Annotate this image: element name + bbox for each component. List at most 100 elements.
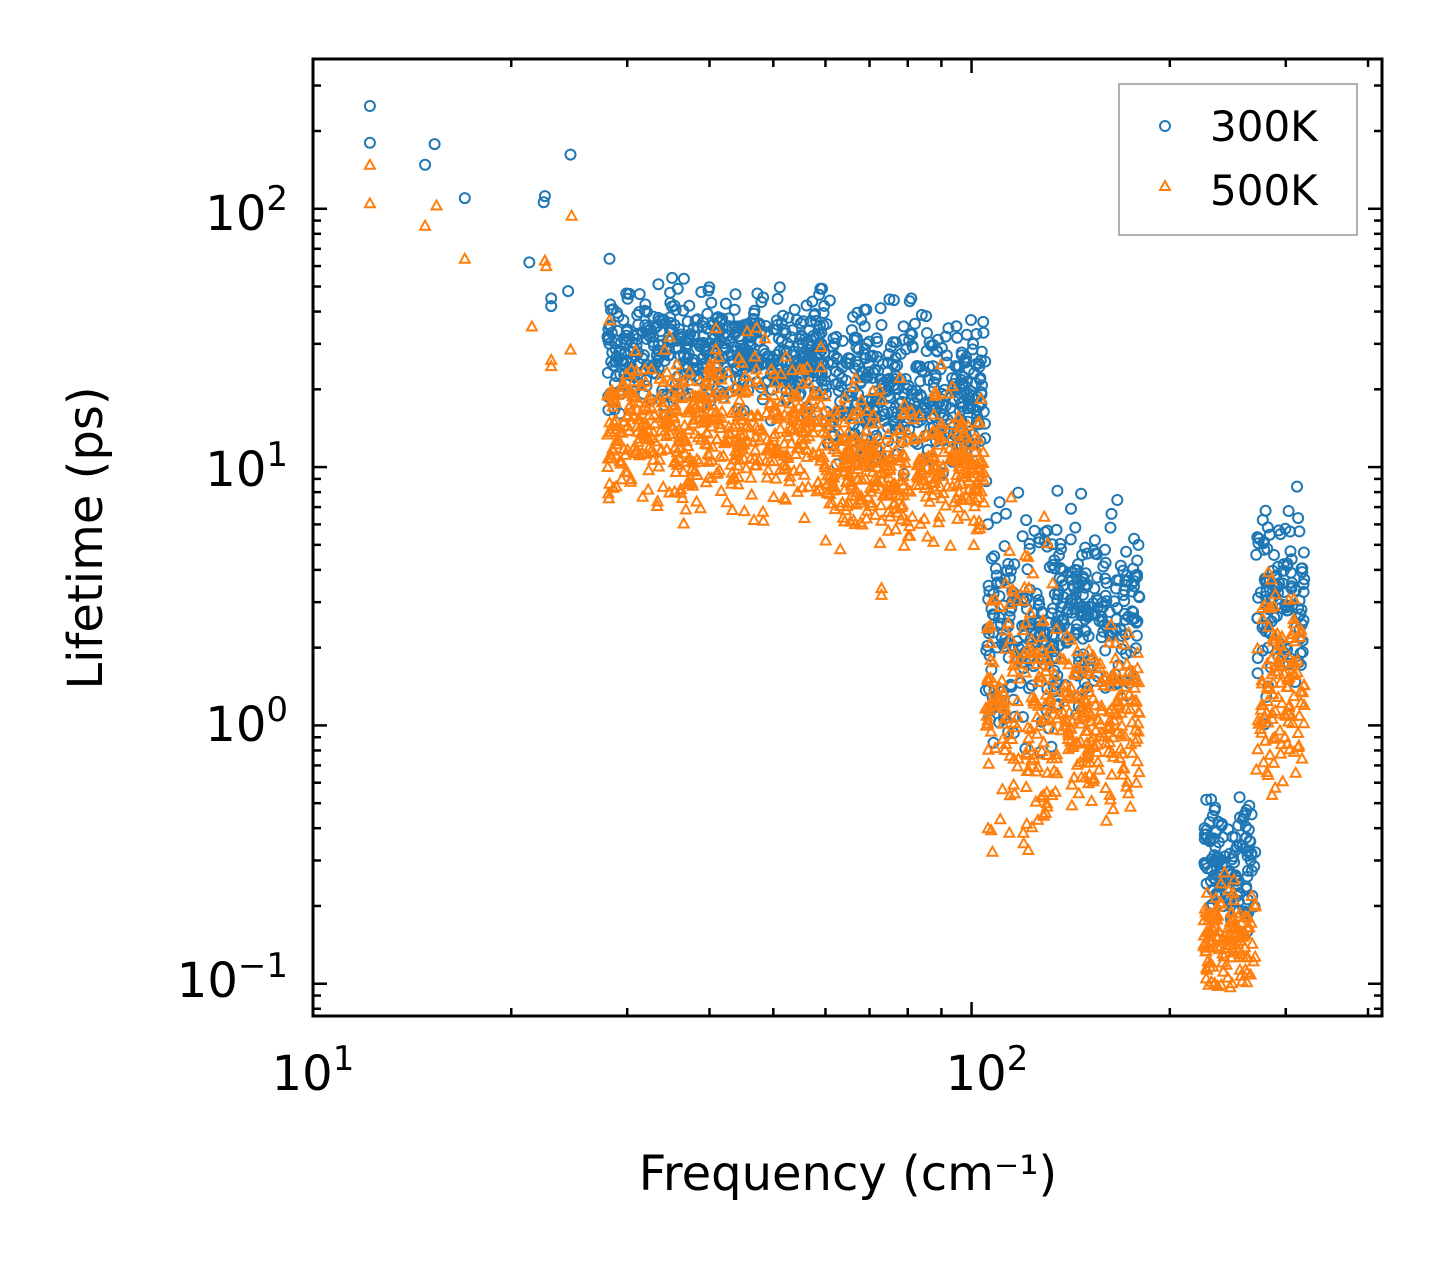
data-point-300k <box>823 294 836 307</box>
data-point-300k <box>840 387 853 400</box>
data-point-500k <box>1265 787 1279 800</box>
data-point-300k <box>619 336 632 349</box>
data-point-500k <box>616 375 630 388</box>
data-point-500k <box>1102 714 1117 727</box>
data-point-500k <box>800 412 815 425</box>
data-point-300k <box>609 355 622 368</box>
data-point-500k <box>1043 690 1058 703</box>
data-point-500k <box>609 413 623 426</box>
data-point-500k <box>686 397 700 410</box>
data-point-500k <box>1114 705 1129 718</box>
data-point-300k <box>827 356 840 369</box>
data-point-500k <box>743 451 758 464</box>
data-point-300k <box>1242 864 1254 877</box>
data-point-500k <box>1084 793 1099 806</box>
data-point-500k <box>1079 755 1093 768</box>
data-point-300k <box>1016 711 1029 723</box>
data-point-300k <box>999 507 1012 520</box>
data-point-500k <box>1236 929 1250 942</box>
data-point-300k <box>978 417 991 430</box>
data-point-500k <box>1081 679 1095 692</box>
data-point-500k <box>914 430 929 443</box>
data-point-500k <box>618 447 632 460</box>
data-point-500k <box>976 445 991 458</box>
data-point-500k <box>1250 641 1265 654</box>
data-point-500k <box>641 482 655 495</box>
data-point-500k <box>1030 709 1044 722</box>
data-point-500k <box>1021 842 1035 855</box>
data-point-500k <box>748 443 762 456</box>
data-point-300k <box>918 365 931 378</box>
data-point-500k <box>1130 645 1145 658</box>
data-point-300k <box>1033 616 1045 629</box>
data-point-500k <box>544 359 558 372</box>
data-point-500k <box>737 504 752 517</box>
data-point-500k <box>1255 676 1269 689</box>
data-point-300k <box>903 295 916 308</box>
data-point-500k <box>917 511 931 524</box>
data-point-500k <box>692 405 707 418</box>
data-point-500k <box>636 403 650 416</box>
data-point-500k <box>956 456 970 469</box>
data-point-300k <box>847 310 860 323</box>
data-point-300k <box>820 379 833 392</box>
data-point-500k <box>974 391 988 404</box>
data-point-500k <box>951 500 965 513</box>
data-point-500k <box>1034 790 1048 803</box>
data-point-300k <box>1296 646 1309 658</box>
data-point-500k <box>912 452 926 465</box>
data-point-500k <box>927 407 941 420</box>
data-point-300k <box>1206 810 1219 822</box>
data-point-500k <box>1122 687 1137 700</box>
data-point-300k <box>642 324 655 337</box>
data-point-500k <box>1101 744 1116 757</box>
data-point-300k <box>960 375 973 388</box>
data-point-500k <box>761 463 775 476</box>
data-point-500k <box>669 464 683 477</box>
data-point-500k <box>689 389 703 402</box>
data-point-300k <box>887 294 900 307</box>
data-point-500k <box>995 673 1009 686</box>
data-point-300k <box>772 332 785 345</box>
data-point-300k <box>915 391 928 403</box>
data-point-500k <box>970 481 984 494</box>
data-point-500k <box>787 423 801 436</box>
data-point-500k <box>943 538 958 551</box>
data-point-500k <box>718 435 732 448</box>
data-point-500k <box>1086 774 1101 787</box>
data-point-500k <box>1252 716 1266 729</box>
data-point-300k <box>612 310 625 323</box>
data-point-500k <box>720 495 734 508</box>
data-point-500k <box>921 449 936 462</box>
data-point-500k <box>945 379 960 392</box>
data-point-500k <box>1070 644 1085 657</box>
data-point-500k <box>985 593 999 606</box>
data-point-500k <box>624 362 639 375</box>
data-point-500k <box>663 329 677 342</box>
data-point-500k <box>833 424 847 437</box>
data-point-500k <box>959 489 973 502</box>
data-point-500k <box>828 480 842 493</box>
data-point-500k <box>702 454 716 467</box>
data-point-300k <box>523 256 536 269</box>
data-point-500k <box>958 508 972 521</box>
data-point-500k <box>647 445 661 458</box>
data-point-500k <box>983 636 998 649</box>
data-point-500k <box>800 449 814 462</box>
data-point-500k <box>1260 765 1274 778</box>
data-point-500k <box>1046 682 1060 695</box>
data-point-300k <box>613 344 626 357</box>
data-point-300k <box>1079 581 1092 594</box>
data-point-500k <box>1056 705 1071 718</box>
data-point-500k <box>642 440 656 453</box>
data-point-500k <box>934 416 949 429</box>
data-point-300k <box>1076 549 1089 561</box>
data-point-500k <box>915 462 929 475</box>
data-point-500k <box>640 417 654 430</box>
data-point-300k <box>428 138 441 151</box>
data-point-500k <box>784 436 798 449</box>
data-point-500k <box>1088 698 1103 711</box>
data-point-500k <box>1240 920 1255 933</box>
data-point-500k <box>1260 694 1275 707</box>
data-point-500k <box>564 208 579 221</box>
